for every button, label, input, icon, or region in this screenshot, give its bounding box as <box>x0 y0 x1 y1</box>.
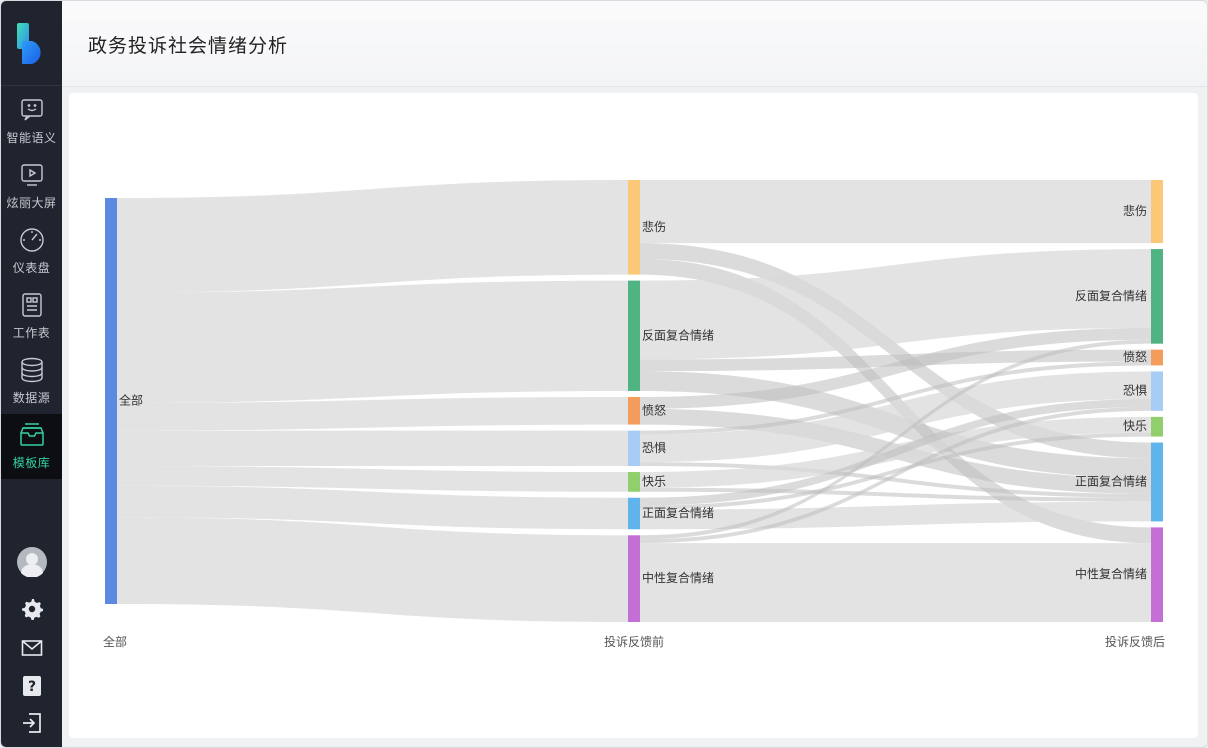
sankey-link[interactable] <box>640 543 1151 622</box>
sankey-node-label: 恐惧 <box>1123 383 1147 398</box>
sankey-link[interactable] <box>640 180 1151 244</box>
sankey-node[interactable] <box>1151 349 1163 366</box>
sankey-node[interactable] <box>628 497 640 530</box>
sankey-column-label: 投诉反馈后 <box>1105 634 1165 649</box>
sidebar-item-label: 工作表 <box>12 326 51 340</box>
sankey-link[interactable] <box>117 180 628 293</box>
sidebar-item-label: 仪表盘 <box>12 261 51 275</box>
sidebar-item-template-library[interactable]: 模板库 <box>1 414 62 479</box>
sidebar-item-gauge[interactable]: 仪表盘 <box>1 219 62 284</box>
sankey-node-label: 愤怒 <box>1123 349 1147 364</box>
sankey-chart: 全部悲伤反面复合情绪愤怒恐惧快乐正面复合情绪中性复合情绪悲伤反面复合情绪愤怒恐惧… <box>103 180 1165 649</box>
sankey-node[interactable] <box>628 396 640 425</box>
worksheet-icon <box>19 292 45 318</box>
sidebar: 智能语义 炫丽大屏 仪表盘 <box>1 1 62 747</box>
sankey-node[interactable] <box>628 280 640 391</box>
sankey-node-label: 悲伤 <box>1123 203 1147 218</box>
sankey-node-label: 快乐 <box>642 474 666 488</box>
sankey-node-label: 快乐 <box>1123 419 1147 433</box>
gauge-icon <box>19 227 45 253</box>
sankey-node[interactable] <box>628 430 640 467</box>
sidebar-item-datasource[interactable]: 数据源 <box>1 349 62 414</box>
sankey-node[interactable] <box>105 198 117 604</box>
sankey-link[interactable] <box>640 371 1151 463</box>
sankey-link[interactable] <box>640 361 1151 435</box>
sankey-links <box>117 180 1151 622</box>
sankey-link[interactable] <box>640 327 1151 409</box>
sankey-column-label: 全部 <box>103 634 127 649</box>
sidebar-item-smart-semantics[interactable]: 智能语义 <box>1 89 62 154</box>
avatar[interactable] <box>16 546 48 578</box>
sankey-link[interactable] <box>117 466 628 492</box>
sankey-node[interactable] <box>1151 180 1163 244</box>
sankey-link[interactable] <box>117 517 628 622</box>
sankey-column-label: 投诉反馈前 <box>604 634 664 649</box>
sankey-node-label: 愤怒 <box>642 402 666 417</box>
page-header: 政务投诉社会情绪分析 <box>62 1 1207 87</box>
database-icon <box>19 357 45 383</box>
sidebar-item-label: 炫丽大屏 <box>6 196 57 210</box>
sankey-node-label: 悲伤 <box>642 219 666 234</box>
sankey-node[interactable] <box>628 180 640 275</box>
svg-text:?: ? <box>28 679 36 695</box>
app-logo[interactable] <box>14 21 50 65</box>
sankey-link[interactable] <box>117 280 628 403</box>
sankey-node-label: 中性复合情绪 <box>642 570 714 585</box>
settings-gear-icon[interactable] <box>16 595 48 623</box>
sankey-link[interactable] <box>640 462 1151 498</box>
mail-icon[interactable] <box>16 634 48 662</box>
sankey-node[interactable] <box>1151 442 1163 522</box>
sankey-node-label: 反面复合情绪 <box>1075 288 1147 303</box>
sidebar-item-dashboard-screen[interactable]: 炫丽大屏 <box>1 154 62 219</box>
sidebar-divider <box>1 85 62 86</box>
logout-icon[interactable] <box>16 709 48 737</box>
sankey-link[interactable] <box>640 258 1151 544</box>
sankey-node-label: 中性复合情绪 <box>1075 566 1147 581</box>
sankey-link[interactable] <box>117 430 628 467</box>
sankey-link[interactable] <box>640 349 1151 372</box>
sankey-link[interactable] <box>640 501 1151 530</box>
smile-chat-icon <box>19 97 45 123</box>
sankey-link[interactable] <box>640 432 1151 510</box>
sankey-link[interactable] <box>640 406 1151 544</box>
sankey-node[interactable] <box>628 472 640 492</box>
sankey-node[interactable] <box>1151 249 1163 344</box>
sidebar-item-label: 数据源 <box>12 391 51 405</box>
sidebar-item-label: 模板库 <box>12 456 51 470</box>
sankey-node-label: 恐惧 <box>642 440 666 455</box>
sankey-node-label: 正面复合情绪 <box>1075 473 1147 488</box>
screen-play-icon <box>19 162 45 188</box>
sankey-link[interactable] <box>640 243 1151 459</box>
template-inbox-icon <box>19 422 45 448</box>
sankey-node[interactable] <box>1151 371 1163 411</box>
sidebar-item-label: 智能语义 <box>6 131 57 145</box>
sankey-node[interactable] <box>628 535 640 622</box>
help-icon[interactable]: ? <box>16 672 48 700</box>
sankey-node-label: 全部 <box>119 393 143 408</box>
sankey-node[interactable] <box>1151 527 1163 622</box>
sankey-link[interactable] <box>117 396 628 431</box>
sankey-node-label: 反面复合情绪 <box>642 327 714 342</box>
page-title: 政务投诉社会情绪分析 <box>88 35 289 57</box>
sankey-link[interactable] <box>640 399 1151 506</box>
sankey-node-label: 正面复合情绪 <box>642 505 714 520</box>
sidebar-item-worksheet[interactable]: 工作表 <box>1 284 62 349</box>
sankey-link[interactable] <box>117 485 628 530</box>
sankey-link[interactable] <box>640 339 1151 540</box>
chart-panel: 全部 悲伤 反面复合情绪 愤怒 恐惧 快乐 正面复合情绪 中性复合情绪 悲伤 反面复合情绪 愤怒 恐惧… <box>69 93 1198 738</box>
sankey-link[interactable] <box>640 249 1151 360</box>
sankey-node[interactable] <box>1151 416 1163 437</box>
